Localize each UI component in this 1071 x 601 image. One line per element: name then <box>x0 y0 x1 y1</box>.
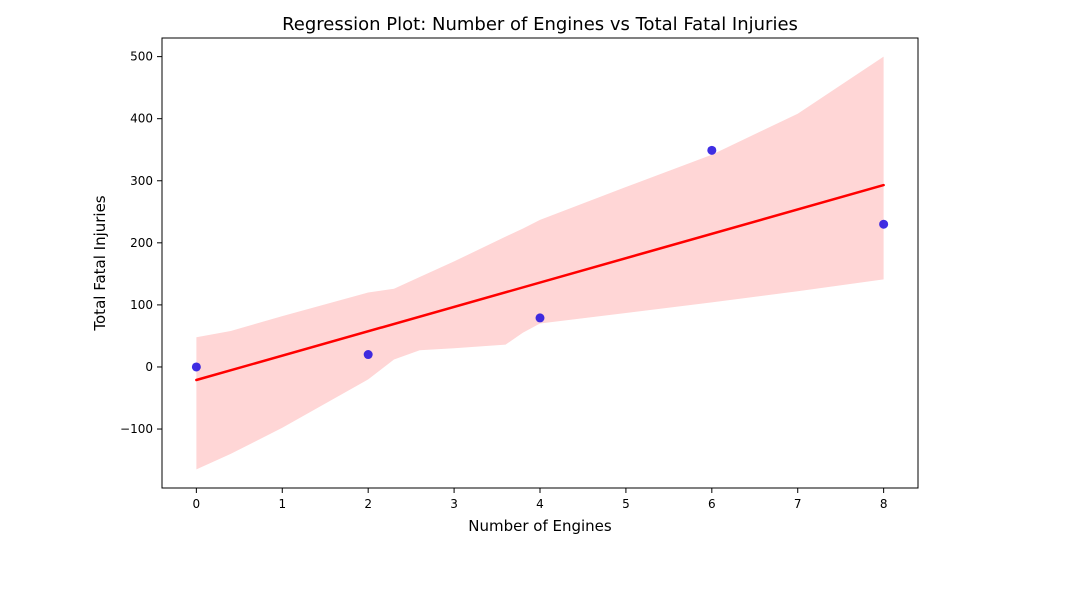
y-tick-label: 500 <box>130 50 153 64</box>
x-tick-label: 1 <box>278 497 286 511</box>
chart-title: Regression Plot: Number of Engines vs To… <box>282 14 798 35</box>
y-tick-label: 0 <box>145 360 153 374</box>
data-point-3 <box>707 145 717 155</box>
y-tick-label: 400 <box>130 112 153 126</box>
x-tick-label: 7 <box>794 497 802 511</box>
regression-line-layer <box>195 183 885 382</box>
x-tick-label: 5 <box>622 497 630 511</box>
data-point-1 <box>363 350 373 360</box>
y-tick-label: 300 <box>130 174 153 188</box>
x-tick-label: 4 <box>536 497 544 511</box>
x-axis-ticks: 0 1 2 3 4 5 6 7 8 <box>193 488 888 511</box>
x-tick-label: 3 <box>450 497 458 511</box>
data-point-0 <box>191 362 201 372</box>
confidence-band-layer <box>196 56 884 470</box>
y-axis-ticks: −100 0 100 200 300 400 500 <box>120 50 162 436</box>
data-point-4 <box>879 219 889 229</box>
y-tick-label: −100 <box>120 422 153 436</box>
x-tick-label: 8 <box>880 497 888 511</box>
regression-line <box>195 183 885 382</box>
data-point-2 <box>535 313 545 323</box>
y-tick-label: 200 <box>130 236 153 250</box>
x-tick-label: 2 <box>364 497 372 511</box>
x-axis-label: Number of Engines <box>468 517 612 535</box>
x-tick-label: 0 <box>193 497 201 511</box>
data-points-layer <box>191 145 889 372</box>
y-tick-label: 100 <box>130 298 153 312</box>
y-axis-label: Total Fatal Injuries <box>91 195 109 331</box>
x-tick-label: 6 <box>708 497 716 511</box>
confidence-band <box>196 56 884 470</box>
